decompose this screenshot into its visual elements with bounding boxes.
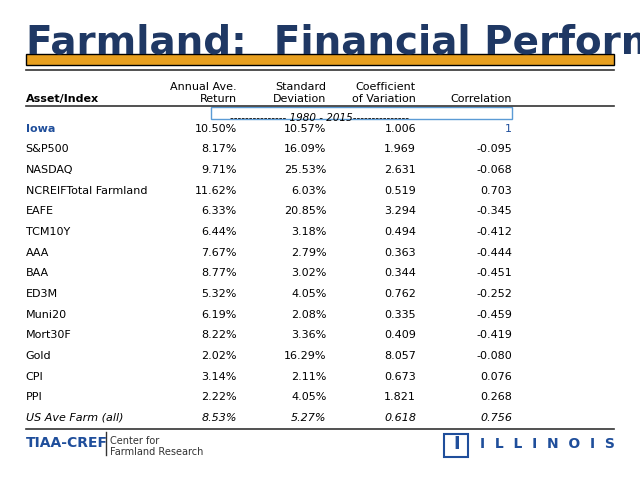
Text: 3.14%: 3.14%	[202, 372, 237, 382]
Text: 2.08%: 2.08%	[291, 310, 326, 320]
Text: 3.36%: 3.36%	[291, 330, 326, 340]
Text: I: I	[453, 435, 460, 453]
Text: 1.969: 1.969	[384, 144, 416, 155]
Text: Coefficient: Coefficient	[356, 82, 416, 92]
Text: 1: 1	[505, 124, 512, 134]
Text: 16.29%: 16.29%	[284, 351, 326, 361]
Text: 0.344: 0.344	[384, 268, 416, 278]
Text: Annual Ave.: Annual Ave.	[170, 82, 237, 92]
Text: 2.631: 2.631	[384, 165, 416, 175]
Text: I  L  L  I  N  O  I  S: I L L I N O I S	[480, 437, 615, 451]
Text: 1.821: 1.821	[384, 392, 416, 402]
Text: 0.762: 0.762	[384, 289, 416, 299]
Text: 8.53%: 8.53%	[202, 413, 237, 423]
Text: AAA: AAA	[26, 248, 49, 258]
Text: 6.19%: 6.19%	[202, 310, 237, 320]
Text: Deviation: Deviation	[273, 94, 326, 104]
Text: 2.02%: 2.02%	[202, 351, 237, 361]
Text: 8.22%: 8.22%	[201, 330, 237, 340]
Text: 10.57%: 10.57%	[284, 124, 326, 134]
Text: 3.02%: 3.02%	[291, 268, 326, 278]
Text: 0.673: 0.673	[384, 372, 416, 382]
Text: Mort30F: Mort30F	[26, 330, 71, 340]
Text: 0.494: 0.494	[384, 227, 416, 237]
Text: Center for
Farmland Research: Center for Farmland Research	[110, 436, 204, 457]
Text: 2.79%: 2.79%	[291, 248, 326, 258]
Text: of Variation: of Variation	[352, 94, 416, 104]
Text: Asset/Index: Asset/Index	[26, 94, 99, 104]
Text: 6.44%: 6.44%	[202, 227, 237, 237]
Text: -0.345: -0.345	[476, 206, 512, 216]
Text: 0.756: 0.756	[480, 413, 512, 423]
Text: -0.080: -0.080	[476, 351, 512, 361]
Text: 0.363: 0.363	[385, 248, 416, 258]
Text: BAA: BAA	[26, 268, 49, 278]
Text: 1.006: 1.006	[385, 124, 416, 134]
Text: S&P500: S&P500	[26, 144, 69, 155]
Text: 5.27%: 5.27%	[291, 413, 326, 423]
Text: 25.53%: 25.53%	[284, 165, 326, 175]
Text: 0.618: 0.618	[384, 413, 416, 423]
Text: Standard: Standard	[275, 82, 326, 92]
Text: Return: Return	[200, 94, 237, 104]
Text: US Ave Farm (all): US Ave Farm (all)	[26, 413, 123, 423]
Text: 2.22%: 2.22%	[201, 392, 237, 402]
Text: PPI: PPI	[26, 392, 42, 402]
Text: TCM10Y: TCM10Y	[26, 227, 70, 237]
Text: -0.451: -0.451	[476, 268, 512, 278]
Text: 6.33%: 6.33%	[202, 206, 237, 216]
Text: 9.71%: 9.71%	[202, 165, 237, 175]
Text: Farmland:  Financial Performance: Farmland: Financial Performance	[26, 24, 640, 62]
Text: 0.409: 0.409	[384, 330, 416, 340]
Text: -0.252: -0.252	[476, 289, 512, 299]
Text: EAFE: EAFE	[26, 206, 54, 216]
Text: Gold: Gold	[26, 351, 51, 361]
Text: 7.67%: 7.67%	[202, 248, 237, 258]
Text: 20.85%: 20.85%	[284, 206, 326, 216]
Text: -0.412: -0.412	[476, 227, 512, 237]
Text: 0.335: 0.335	[385, 310, 416, 320]
Text: NASDAQ: NASDAQ	[26, 165, 73, 175]
Text: TIAA-CREF: TIAA-CREF	[26, 436, 108, 450]
Text: 0.268: 0.268	[480, 392, 512, 402]
Text: 8.77%: 8.77%	[201, 268, 237, 278]
Text: 0.703: 0.703	[480, 186, 512, 196]
Text: 0.519: 0.519	[384, 186, 416, 196]
Text: 6.03%: 6.03%	[291, 186, 326, 196]
Text: CPI: CPI	[26, 372, 44, 382]
Text: 0.076: 0.076	[480, 372, 512, 382]
Text: Correlation: Correlation	[451, 94, 512, 104]
Text: 3.294: 3.294	[384, 206, 416, 216]
Text: -0.419: -0.419	[476, 330, 512, 340]
Text: 2.11%: 2.11%	[291, 372, 326, 382]
Text: 5.32%: 5.32%	[202, 289, 237, 299]
Text: Muni20: Muni20	[26, 310, 67, 320]
Text: --------------- 1980 - 2015---------------: --------------- 1980 - 2015-------------…	[230, 113, 410, 123]
Text: Iowa: Iowa	[26, 124, 55, 134]
Text: 3.18%: 3.18%	[291, 227, 326, 237]
Text: 10.50%: 10.50%	[195, 124, 237, 134]
Text: ED3M: ED3M	[26, 289, 58, 299]
Text: 16.09%: 16.09%	[284, 144, 326, 155]
Text: 8.17%: 8.17%	[202, 144, 237, 155]
Text: 8.057: 8.057	[384, 351, 416, 361]
Text: 4.05%: 4.05%	[291, 392, 326, 402]
Text: -0.095: -0.095	[476, 144, 512, 155]
Text: NCREIFTotal Farmland: NCREIFTotal Farmland	[26, 186, 147, 196]
Text: 11.62%: 11.62%	[195, 186, 237, 196]
Text: -0.068: -0.068	[476, 165, 512, 175]
Text: 4.05%: 4.05%	[291, 289, 326, 299]
Text: -0.444: -0.444	[476, 248, 512, 258]
Text: -0.459: -0.459	[476, 310, 512, 320]
